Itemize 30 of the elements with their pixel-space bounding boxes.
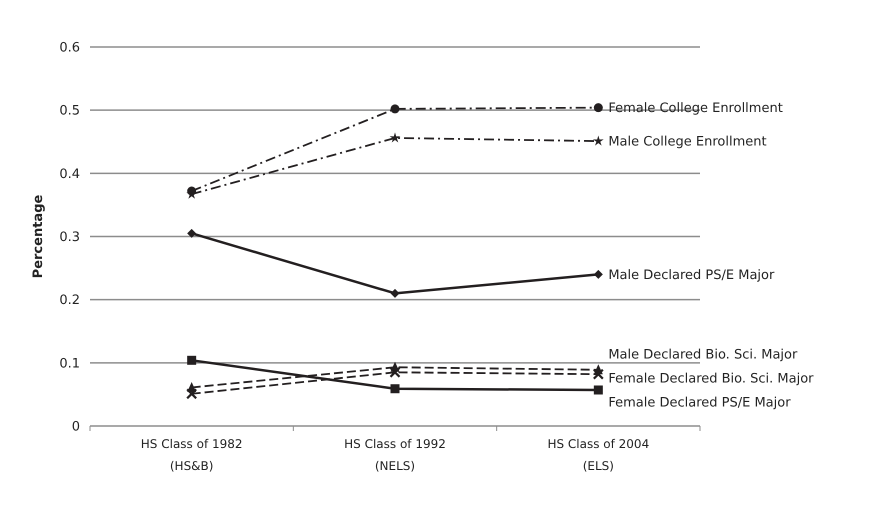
point bbox=[592, 135, 604, 146]
point bbox=[390, 104, 400, 114]
point bbox=[186, 388, 198, 400]
point bbox=[594, 385, 603, 394]
y-tick-label: 0.6 bbox=[59, 40, 80, 56]
series-label: Female Declared PS/E Major bbox=[608, 396, 792, 411]
y-tick-label: 0.3 bbox=[59, 230, 80, 246]
x-tick-label: HS Class of 1992 (NELS) bbox=[344, 437, 446, 473]
y-axis-title: Percentage bbox=[31, 194, 46, 278]
point bbox=[390, 288, 400, 298]
y-tick-label: 0 bbox=[72, 420, 80, 435]
point bbox=[594, 103, 603, 112]
y-tick-label: 0.4 bbox=[59, 166, 80, 182]
series-label: Male Declared Bio. Sci. Major bbox=[608, 348, 798, 363]
series-label: Female Declared Bio. Sci. Major bbox=[608, 372, 814, 387]
point bbox=[594, 270, 603, 279]
point bbox=[390, 384, 400, 394]
y-tick-label: 0.5 bbox=[59, 104, 80, 119]
y-tick-label: 0.1 bbox=[59, 356, 80, 372]
point bbox=[592, 368, 604, 380]
point bbox=[187, 356, 196, 365]
point bbox=[389, 366, 401, 378]
y-tick-label: 0.2 bbox=[59, 293, 80, 308]
series-label: Male Declared PS/E Major bbox=[608, 268, 775, 283]
x-tick-label: HS Class of 2004 (ELS) bbox=[547, 437, 650, 473]
point bbox=[390, 132, 400, 143]
x-tick-label: HS Class of 1982 (HS&B) bbox=[140, 437, 243, 473]
series-label: Male College Enrollment bbox=[608, 134, 767, 150]
point bbox=[187, 228, 196, 238]
series-label: Female College Enrollment bbox=[608, 101, 783, 116]
